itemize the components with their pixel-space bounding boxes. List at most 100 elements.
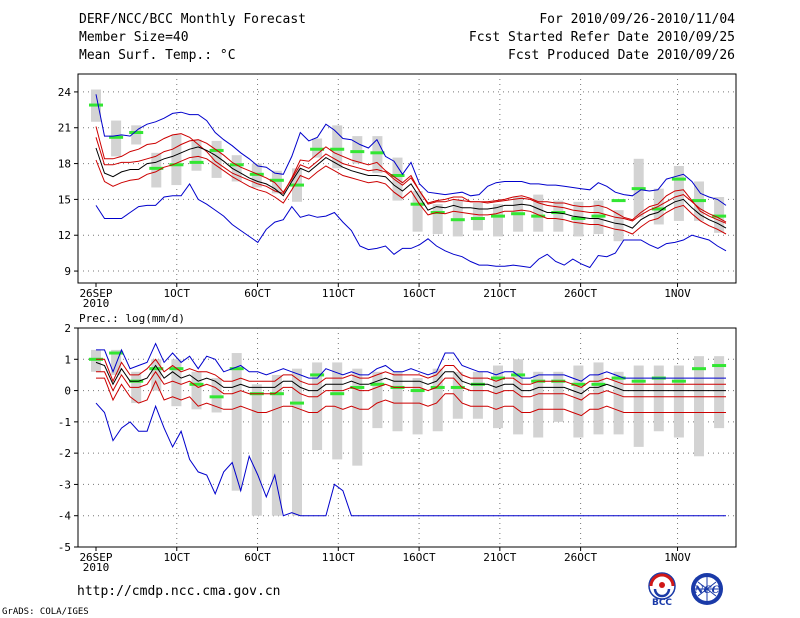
ensemble-median xyxy=(491,376,505,380)
y-tick-label: -3 xyxy=(58,478,71,491)
series-line-max xyxy=(95,182,727,269)
y-tick-label: -5 xyxy=(58,541,71,554)
ensemble-box xyxy=(231,353,242,491)
ensemble-box xyxy=(332,125,343,169)
ensemble-median xyxy=(169,163,184,167)
plot-frame xyxy=(77,327,737,548)
ensemble-box xyxy=(533,371,544,438)
ensemble-box xyxy=(271,374,282,516)
x-tick-label: 26SEP xyxy=(79,287,112,300)
series-line-q25 xyxy=(95,137,727,223)
forecast-produced-date: Fcst Produced Date 2010/09/26 xyxy=(508,48,735,63)
ensemble-median xyxy=(350,385,365,389)
precip-panel-title: Prec.: log(mm/d) xyxy=(79,312,185,325)
ensemble-median xyxy=(571,382,586,386)
x-tick-label: 6OCT xyxy=(244,551,271,564)
ensemble-median xyxy=(109,351,124,355)
ensemble-median xyxy=(671,379,686,383)
series-line-mean xyxy=(95,146,727,229)
ensemble-median xyxy=(410,389,425,393)
series-line-q25 xyxy=(96,370,726,401)
x-tick-label: 1NOV xyxy=(664,287,691,300)
ensemble-box xyxy=(673,165,684,221)
y-tick-label: 15 xyxy=(58,193,71,206)
bcc-logo-text: BCC xyxy=(652,598,672,607)
ensemble-box xyxy=(613,210,624,242)
y-tick-label: -2 xyxy=(58,447,71,460)
ensemble-median xyxy=(189,160,204,164)
x-tick-label: 1NOV xyxy=(664,551,691,564)
ncc-logo: NCC xyxy=(686,571,728,607)
x-tick-label: 21OCT xyxy=(483,551,516,564)
ncc-logo-text: NCC xyxy=(693,585,719,596)
source-url: http://cmdp.ncc.cma.gov.cn xyxy=(77,584,281,599)
ensemble-box xyxy=(533,194,544,232)
ensemble-box xyxy=(432,204,443,235)
x-tick-label: 6OCT xyxy=(244,287,271,300)
x-tick-label: 26OCT xyxy=(564,287,597,300)
ensemble-median xyxy=(390,174,405,178)
ensemble-box xyxy=(151,152,162,188)
ensemble-median xyxy=(290,183,304,187)
ensemble-median xyxy=(430,385,445,389)
ensemble-median xyxy=(330,147,345,151)
x-tick-label: 11OCT xyxy=(322,287,355,300)
series-line-lower xyxy=(96,377,726,417)
ensemble-box xyxy=(472,371,483,419)
ensemble-box xyxy=(694,356,704,457)
ensemble-median xyxy=(591,214,606,218)
ensemble-median xyxy=(370,382,385,386)
ensemble-box xyxy=(292,368,302,516)
series-line-mean xyxy=(95,361,726,395)
x-tick-label: 26SEP xyxy=(79,551,112,564)
ensemble-box xyxy=(352,136,363,164)
ensemble-box xyxy=(472,202,483,231)
ensemble-median xyxy=(209,395,224,399)
ensemble-box xyxy=(513,359,524,435)
ensemble-box xyxy=(191,139,202,171)
ensemble-box xyxy=(372,136,383,174)
series-line-q75 xyxy=(96,358,726,388)
ensemble-median xyxy=(511,212,526,216)
x-tick-label: 1OCT xyxy=(164,551,191,564)
ensemble-median xyxy=(310,373,325,377)
ensemble-median xyxy=(129,131,144,135)
ensemble-box xyxy=(633,365,644,447)
series-line-q75 xyxy=(95,126,727,224)
ensemble-box xyxy=(332,362,343,460)
ensemble-median xyxy=(109,135,124,139)
y-tick-label: 2 xyxy=(64,322,71,335)
y-tick-label: 24 xyxy=(58,86,72,99)
ensemble-box xyxy=(553,371,564,422)
ensemble-box xyxy=(493,204,503,237)
x-tick-label: 21OCT xyxy=(483,287,516,300)
x-tick-label: 16OCT xyxy=(403,287,436,300)
ensemble-box xyxy=(432,368,443,432)
ensemble-box xyxy=(452,199,463,237)
x-tick-label: 11OCT xyxy=(322,551,355,564)
ensemble-box xyxy=(312,362,323,451)
ensemble-median xyxy=(571,217,586,221)
ensemble-median xyxy=(189,382,204,386)
ensemble-median xyxy=(712,214,727,218)
series-line-max xyxy=(95,402,726,517)
ensemble-box xyxy=(593,362,604,435)
ensemble-median xyxy=(410,202,425,206)
x-tick-label: 1OCT xyxy=(164,287,191,300)
x-tick-label: 16OCT xyxy=(403,551,436,564)
temperature-panel: 9 12 15 18 21 24 26SEP 1OCT 6OCT 11OCT 16OCT 21OCT 2… xyxy=(58,73,737,310)
ensemble-median xyxy=(370,151,385,155)
grads-credit: GrADS: COLA/IGES xyxy=(2,607,89,617)
ensemble-box xyxy=(673,365,684,438)
y-tick-label: 18 xyxy=(58,158,71,171)
series-line-upper xyxy=(95,94,727,206)
y-tick-label: 0 xyxy=(64,385,71,398)
ensemble-median xyxy=(269,178,284,182)
y-tick-label: -4 xyxy=(58,510,72,523)
ensemble-median xyxy=(290,401,304,405)
ensemble-median xyxy=(229,367,244,371)
ensemble-median xyxy=(269,392,284,396)
ensemble-box xyxy=(271,170,282,194)
ensemble-median xyxy=(450,385,465,389)
x-year-label: 2010 xyxy=(83,561,110,574)
